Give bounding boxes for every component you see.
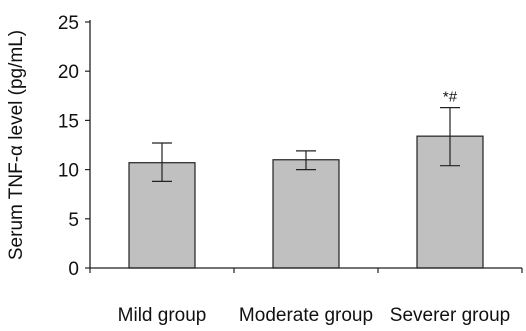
bar bbox=[272, 159, 340, 269]
y-tick-label: 25 bbox=[58, 13, 79, 34]
y-axis-label: Serum TNF-α level (pg/mL) bbox=[6, 30, 27, 260]
x-tick-label: Severer group bbox=[390, 305, 510, 326]
bars-layer: Mild group Moderate group *# Severer group bbox=[118, 89, 511, 326]
x-tick-label: Moderate group bbox=[239, 305, 373, 326]
y-tick-label: 15 bbox=[58, 111, 79, 132]
y-tick-label: 10 bbox=[58, 161, 79, 182]
significance-annotation: *# bbox=[443, 89, 458, 106]
y-axis-ticks: 0 5 10 15 20 25 bbox=[58, 13, 90, 280]
y-tick-label: 5 bbox=[68, 210, 79, 231]
x-tick-label: Mild group bbox=[118, 305, 207, 326]
y-tick-label: 20 bbox=[58, 62, 79, 83]
axes bbox=[89, 20, 523, 273]
y-tick-label: 0 bbox=[68, 259, 79, 280]
